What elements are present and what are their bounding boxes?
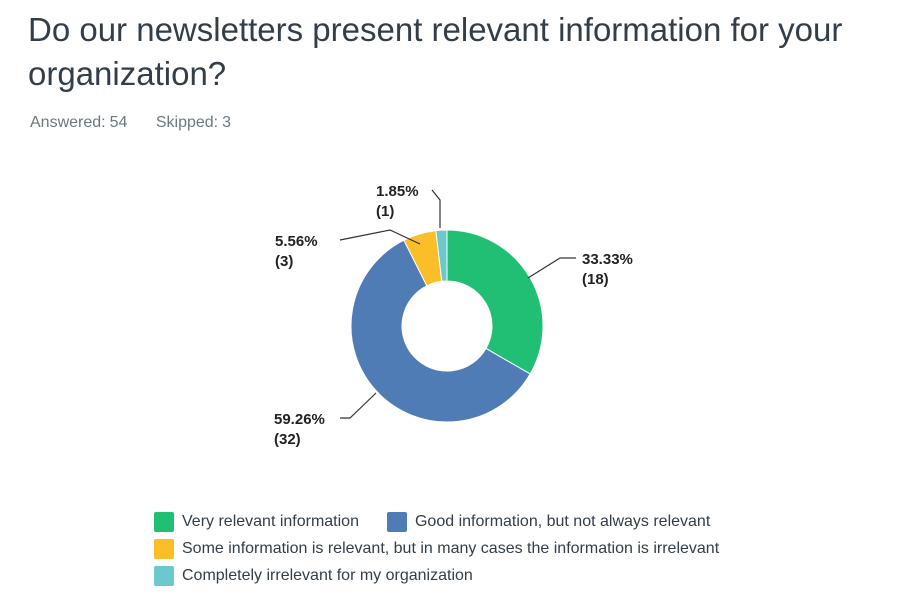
donut-slice-completely-irrelevant[interactable] [435,229,448,282]
question-title: Do our newsletters present relevant info… [28,11,843,92]
legend-swatch-good-information [386,511,407,532]
donut-slice-very-relevant[interactable] [446,229,544,375]
legend-row-1: Very relevant information Good informati… [154,508,747,535]
legend-label-some-information: Some information is relevant, but in man… [182,539,720,557]
answered-label: Answered: [30,114,106,131]
skipped-stat: Skipped: 3 [156,114,231,132]
legend-row-2: Some information is relevant, but in man… [154,535,747,562]
legend-item-very-relevant[interactable]: Very relevant information [154,511,359,532]
answered-count: 54 [109,114,128,131]
skipped-count: 3 [222,114,232,131]
leader-line-very-relevant [527,257,576,279]
answered-stat: Answered: 54 [30,114,127,132]
donut-chart: 33.33% (18) 59.26% (32) 5.56% (3) 1.85% (1) [274,183,633,448]
legend-swatch-some-information [154,538,174,559]
legend-row-3: Completely irrelevant for my organizatio… [154,562,747,589]
response-stats: Answered: 54 Skipped: 3 [30,114,255,132]
data-label-percent-very-relevant: 33.33% [582,251,633,268]
legend-item-good-information[interactable]: Good information, but not always relevan… [386,511,711,532]
data-label-count-good-information: (32) [274,431,301,448]
data-label-count-some-information: (3) [275,253,293,270]
leader-line-good-information [340,392,377,419]
legend-label-completely-irrelevant: Completely irrelevant for my organizatio… [182,566,473,584]
skipped-label: Skipped: [155,114,219,131]
leader-line-completely-irrelevant [431,189,441,228]
data-label-percent-good-information: 59.26% [274,411,325,428]
data-label-count-very-relevant: (18) [582,271,609,288]
legend-label-good-information: Good information, but not always relevan… [414,512,711,530]
legend-label-very-relevant: Very relevant information [182,512,359,530]
chart-legend: Very relevant information Good informati… [154,508,747,589]
leader-line-some-information [339,229,421,245]
legend-swatch-completely-irrelevant [154,565,174,586]
data-label-count-completely-irrelevant: (1) [376,203,394,220]
data-label-percent-completely-irrelevant: 1.85% [376,183,419,200]
legend-item-completely-irrelevant[interactable]: Completely irrelevant for my organizatio… [154,565,473,586]
legend-swatch-very-relevant [154,511,174,532]
legend-item-some-information[interactable]: Some information is relevant, but in man… [154,538,720,559]
donut-slice-good-information[interactable] [350,239,531,423]
data-label-percent-some-information: 5.56% [275,233,318,250]
